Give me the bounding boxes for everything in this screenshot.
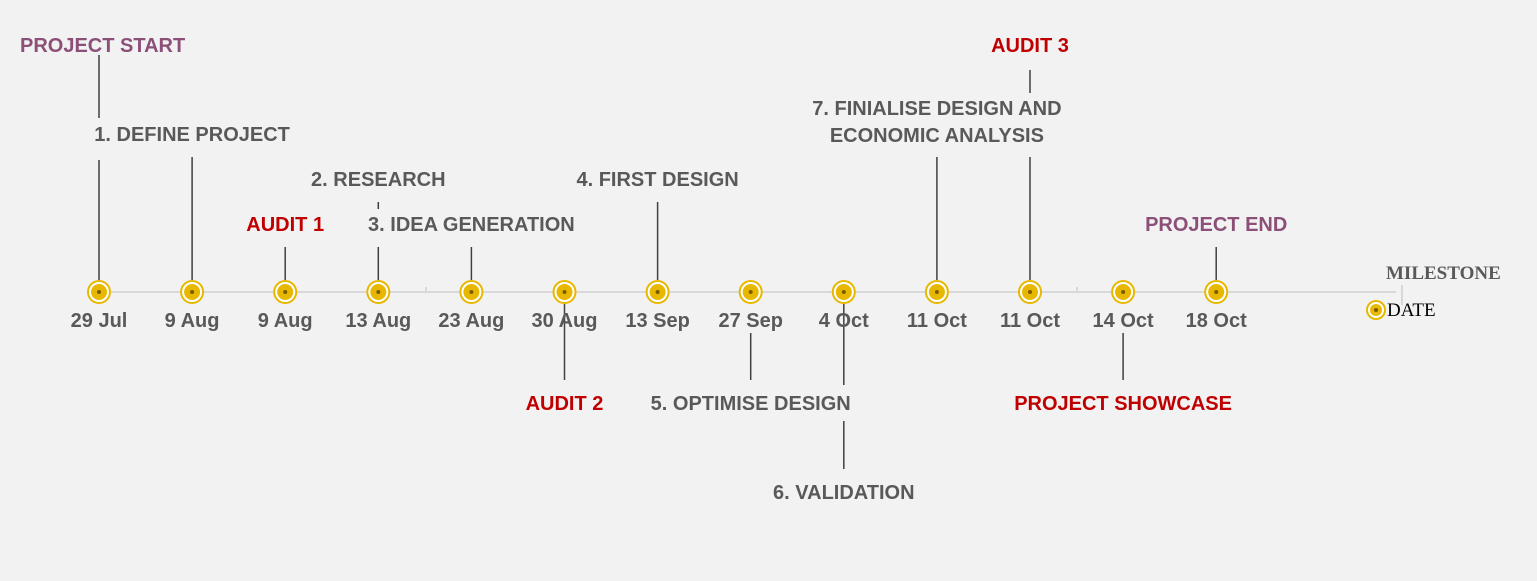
legend-marker-icon — [1366, 300, 1386, 320]
date-marker — [87, 280, 111, 304]
legend: MILESTONE DATE — [1366, 263, 1501, 321]
milestone-label-line: 2. RESEARCH — [311, 169, 445, 191]
date-marker-center — [562, 290, 567, 294]
date-marker — [924, 280, 949, 304]
milestone-label: AUDIT 2 — [526, 393, 604, 415]
date-marker-center — [469, 290, 474, 294]
date-label: 30 Aug — [532, 310, 598, 332]
date-marker-center — [1028, 290, 1032, 294]
date-marker-center — [934, 290, 939, 294]
date-marker — [738, 280, 763, 304]
milestone-label-line: AUDIT 1 — [246, 214, 324, 236]
milestone-label: PROJECT START — [20, 35, 185, 57]
date-marker — [366, 280, 391, 304]
date-marker-center — [97, 290, 101, 294]
milestone-label-line: PROJECT SHOWCASE — [1014, 393, 1232, 415]
date-marker — [552, 280, 577, 304]
date-label: 29 Jul — [71, 310, 128, 332]
date-label: 23 Aug — [438, 310, 504, 332]
milestone-label: AUDIT 1 — [246, 214, 324, 236]
date-label: 4 Oct — [819, 310, 869, 332]
date-label: 9 Aug — [165, 310, 220, 332]
legend-date-label: DATE — [1387, 300, 1436, 321]
date-marker-center — [841, 290, 846, 294]
date-marker — [831, 280, 856, 304]
milestone-label-line: PROJECT END — [1145, 214, 1287, 236]
date-marker-center — [748, 290, 753, 294]
date-label: 14 Oct — [1093, 310, 1154, 332]
date-marker — [180, 280, 205, 304]
date-marker — [273, 280, 298, 304]
date-label: 9 Aug — [258, 310, 313, 332]
milestone-label: 1. DEFINE PROJECT — [94, 124, 290, 146]
milestone-label: PROJECT END — [1145, 214, 1287, 236]
milestone-label-line: 5. OPTIMISE DESIGN — [651, 393, 851, 415]
milestone-label-line: 3. IDEA GENERATION — [368, 214, 575, 236]
date-marker — [459, 280, 484, 304]
date-marker-center — [283, 290, 288, 294]
date-marker — [645, 280, 670, 304]
date-marker-center — [376, 290, 381, 294]
milestone-label: 2. RESEARCH — [311, 169, 445, 191]
date-marker-center — [1214, 290, 1219, 294]
date-label: 11 Oct — [907, 310, 967, 332]
date-label: 11 Oct — [1000, 310, 1060, 332]
milestone-label-line: 7. FINIALISE DESIGN AND — [812, 98, 1061, 120]
milestone-label: 3. IDEA GENERATION — [368, 214, 575, 236]
date-label: 18 Oct — [1186, 310, 1247, 332]
milestone-label: 5. OPTIMISE DESIGN — [651, 393, 851, 415]
legend-milestone-label: MILESTONE — [1386, 263, 1501, 284]
date-marker — [1018, 280, 1042, 304]
milestone-label-line: PROJECT START — [20, 35, 185, 57]
date-label: 27 Sep — [718, 310, 782, 332]
date-marker-center — [1121, 290, 1126, 294]
date-label: 13 Aug — [345, 310, 411, 332]
milestone-label-line: ECONOMIC ANALYSIS — [830, 125, 1044, 147]
date-markers — [87, 280, 1229, 304]
milestone-label-line: 6. VALIDATION — [773, 482, 914, 504]
milestone-label-line: AUDIT 3 — [991, 35, 1069, 57]
connector-lines — [98, 55, 1217, 469]
milestone-label: PROJECT SHOWCASE — [1014, 393, 1232, 415]
date-marker — [1204, 280, 1229, 304]
date-label: 13 Sep — [625, 310, 689, 332]
milestone-label-line: AUDIT 2 — [526, 393, 604, 415]
milestone-label-line: 4. FIRST DESIGN — [576, 169, 738, 191]
milestone-labels: PROJECT START 1. DEFINE PROJECT AUDIT 1 2. … — [20, 35, 1287, 504]
milestone-label: 4. FIRST DESIGN — [576, 169, 738, 191]
date-marker-center — [655, 290, 660, 294]
milestone-label: 6. VALIDATION — [773, 482, 914, 504]
milestone-label: 7. FINIALISE DESIGN AND ECONOMIC ANALYSIS — [812, 98, 1061, 147]
date-marker-center — [190, 290, 195, 294]
date-marker — [1111, 280, 1136, 304]
date-labels: 29 Jul 9 Aug 9 Aug 13 Aug 23 Aug 30 Aug 13 Sep… — [71, 310, 1247, 332]
milestone-label: AUDIT 3 — [991, 35, 1069, 57]
milestone-label-line: 1. DEFINE PROJECT — [94, 124, 290, 146]
